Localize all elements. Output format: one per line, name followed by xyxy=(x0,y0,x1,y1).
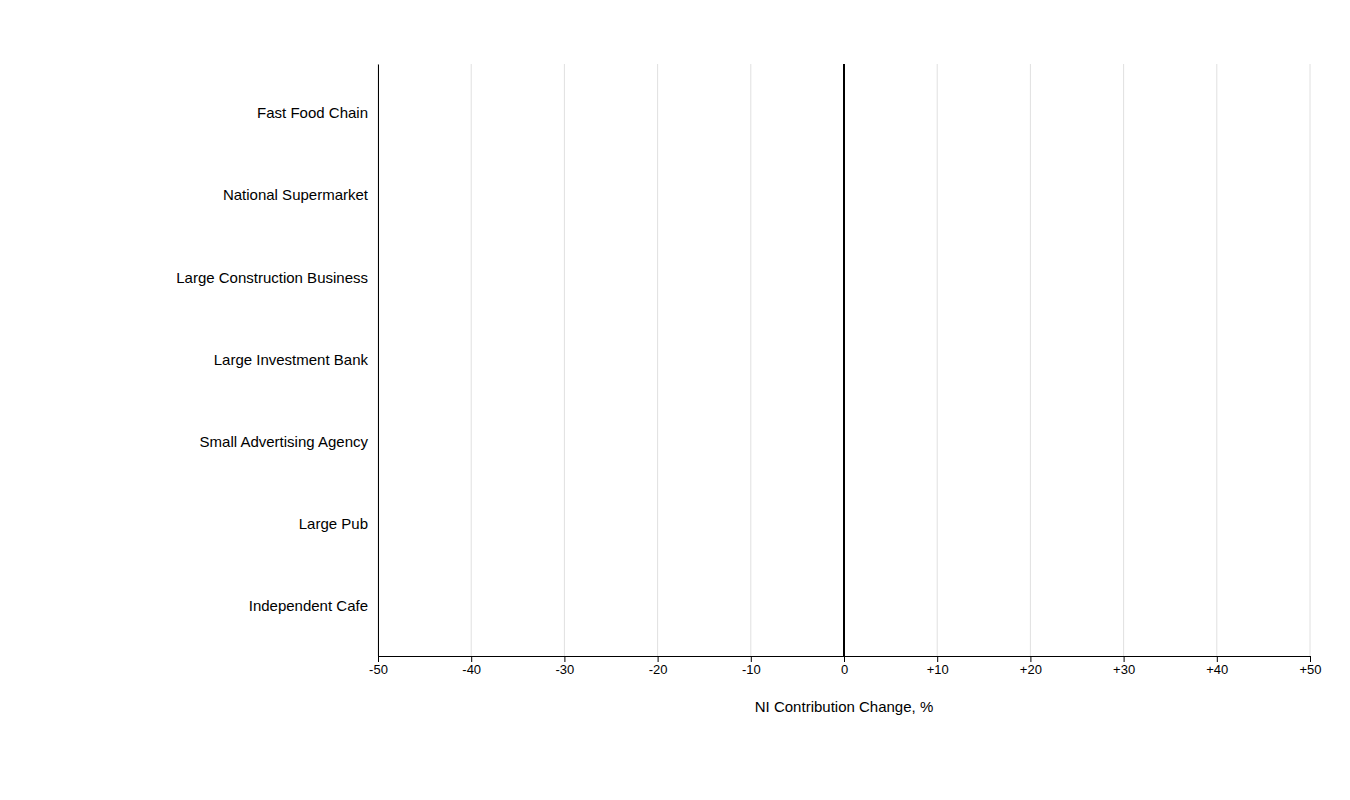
x-tick-label: 0 xyxy=(841,662,848,677)
plot: -50 -40 -30 -20 -10 0 +10 +20 +30 +40 +50 Independe… xyxy=(176,64,1321,677)
x-axis-line xyxy=(379,657,1311,663)
grid-line xyxy=(844,64,845,656)
x-tick: -20 xyxy=(649,656,668,677)
x-tick-label: -10 xyxy=(742,662,761,677)
x-tick-mark xyxy=(378,656,379,662)
x-tick-label: -40 xyxy=(462,662,481,677)
x-tick: +40 xyxy=(1206,656,1228,677)
x-tick-label: +20 xyxy=(1020,662,1042,677)
x-tick-mark xyxy=(1124,656,1125,662)
grid-line xyxy=(1123,64,1124,656)
category-label: National Supermarket xyxy=(223,186,369,203)
grid-line xyxy=(378,64,379,656)
x-tick-mark xyxy=(751,656,752,662)
y-tick: National Supermarket xyxy=(223,186,378,203)
grid-line xyxy=(1030,64,1031,656)
grid-line xyxy=(657,64,658,656)
x-tick: -50 xyxy=(369,656,388,677)
category-label: Large Pub xyxy=(299,515,368,532)
y-tick: Large Pub xyxy=(299,515,378,532)
y-tick: Large Investment Bank xyxy=(214,351,378,368)
grid-line xyxy=(937,64,938,656)
grid-line xyxy=(1216,64,1217,656)
x-tick-label: -30 xyxy=(556,662,575,677)
category-label: Small Advertising Agency xyxy=(200,433,369,450)
y-axis: Independent Cafe Large Pub Small Advertisi… xyxy=(176,65,378,657)
y-axis-line xyxy=(378,65,379,657)
x-tick-label: +30 xyxy=(1113,662,1135,677)
x-tick-label: +50 xyxy=(1299,662,1321,677)
category-label: Independent Cafe xyxy=(249,597,368,614)
x-tick-mark xyxy=(658,656,659,662)
x-tick-mark xyxy=(937,656,938,662)
x-axis: -50 -40 -30 -20 -10 0 +10 +20 +30 +40 +50 xyxy=(369,656,1321,677)
x-axis-title: NI Contribution Change, % xyxy=(755,698,933,715)
grid-line xyxy=(564,64,565,656)
grid-line xyxy=(471,64,472,656)
x-tick: -30 xyxy=(556,656,575,677)
y-tick: Fast Food Chain xyxy=(257,104,378,121)
grid-line xyxy=(1310,64,1311,656)
x-tick-mark xyxy=(844,656,845,662)
baseline xyxy=(843,64,845,656)
x-tick-mark xyxy=(564,656,565,662)
x-tick-mark xyxy=(1310,656,1311,662)
x-tick-mark xyxy=(471,656,472,662)
x-tick: 0 xyxy=(841,656,848,677)
x-tick: +30 xyxy=(1113,656,1135,677)
y-tick: Small Advertising Agency xyxy=(200,433,378,450)
category-label: Large Construction Business xyxy=(176,269,368,286)
x-tick-label: -50 xyxy=(369,662,388,677)
x-tick-label: +40 xyxy=(1206,662,1228,677)
grid-line xyxy=(750,64,751,656)
x-tick: +50 xyxy=(1299,656,1321,677)
x-tick: +10 xyxy=(927,656,949,677)
x-tick-mark xyxy=(1217,656,1218,662)
x-tick: -10 xyxy=(742,656,761,677)
x-tick: -40 xyxy=(462,656,481,677)
y-tick: Independent Cafe xyxy=(249,597,378,614)
grid xyxy=(378,64,1310,656)
x-tick-label: -20 xyxy=(649,662,668,677)
y-tick: Large Construction Business xyxy=(176,269,378,286)
category-label: Fast Food Chain xyxy=(257,104,368,121)
chart: -50 -40 -30 -20 -10 0 +10 +20 +30 +40 +50 Independe… xyxy=(0,0,1350,800)
x-tick: +20 xyxy=(1020,656,1042,677)
category-label: Large Investment Bank xyxy=(214,351,369,368)
x-tick-label: +10 xyxy=(927,662,949,677)
x-tick-mark xyxy=(1030,656,1031,662)
